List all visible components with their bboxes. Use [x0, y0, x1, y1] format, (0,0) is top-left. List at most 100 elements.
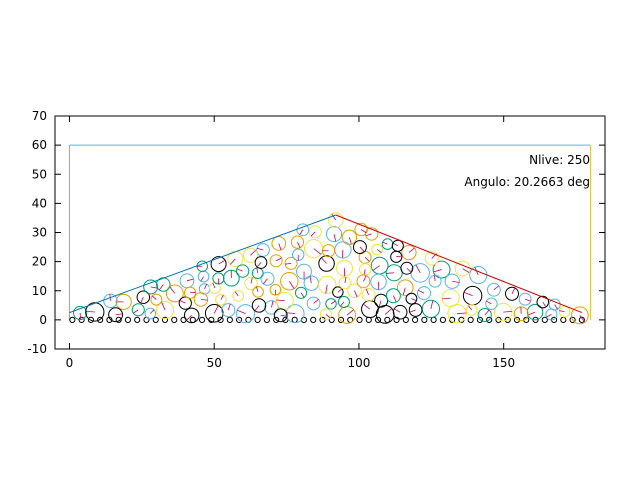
particle-orientation [392, 242, 398, 247]
particle-orientation [392, 295, 397, 303]
base-particle [263, 316, 270, 323]
particle-orientation [150, 286, 158, 289]
particle [193, 292, 209, 307]
particle [371, 243, 383, 256]
particle-orientation [386, 272, 395, 274]
particle-orientation [278, 243, 282, 251]
particle [103, 293, 118, 309]
particle [391, 239, 404, 252]
particle-orientation [372, 265, 380, 271]
particle-orientation [254, 305, 260, 312]
x-tick-label: 100 [347, 356, 370, 370]
particle-orientation [263, 278, 268, 285]
particle-orientation [394, 308, 401, 313]
particle [204, 303, 224, 323]
angle-annotation: Angulo: 20.2663 deg [464, 175, 590, 189]
base-particle [374, 316, 382, 323]
particle-orientation [289, 281, 295, 289]
base-particle [236, 316, 243, 323]
particle [353, 240, 367, 255]
particle [401, 244, 417, 261]
base-particle [578, 316, 585, 323]
particle-orientation [462, 268, 470, 273]
particle [385, 288, 401, 304]
base-particle [421, 316, 428, 323]
particle-orientation [250, 277, 253, 284]
particle [385, 264, 403, 282]
particle [432, 260, 451, 279]
base-particle [439, 316, 446, 323]
particle [275, 291, 294, 310]
base-particle [161, 316, 169, 323]
particle-orientation [151, 295, 157, 300]
y-tick-label: -10 [27, 342, 47, 356]
particle-orientation [200, 276, 204, 282]
particle-orientation [384, 308, 393, 315]
fit-line-left-slope [69, 214, 336, 314]
particle [558, 305, 571, 318]
particle-orientation [310, 231, 316, 237]
particle [254, 256, 268, 269]
particle [318, 275, 337, 295]
base-particle [356, 316, 363, 323]
particle-orientation [133, 309, 139, 314]
particle [338, 276, 352, 290]
particle-orientation [150, 309, 155, 314]
base-particle [226, 316, 233, 323]
y-tick-label: 40 [32, 196, 47, 210]
particle [447, 304, 467, 324]
nlive-annotation: Nlive: 250 [529, 153, 590, 167]
y-tick-label: 10 [32, 284, 47, 298]
particle-orientation [220, 294, 224, 300]
base-particle [560, 316, 567, 323]
particle-orientation [511, 287, 516, 294]
particle [536, 295, 550, 309]
base-particle [115, 316, 122, 323]
particle-orientation [527, 311, 536, 316]
particle-orientation [546, 314, 552, 318]
particle-orientation [408, 247, 415, 253]
particle-orientation [200, 299, 208, 301]
particle [232, 290, 245, 302]
base-particle [365, 316, 372, 323]
particle [518, 292, 532, 306]
particle-orientation [484, 309, 490, 316]
particle [260, 271, 275, 286]
base-particle [467, 316, 474, 323]
particle [73, 305, 88, 321]
particle-orientation [418, 289, 425, 294]
particle [150, 293, 163, 306]
particle-orientation [229, 258, 236, 265]
particle-orientation [433, 269, 442, 273]
fit-line-right-slope [335, 214, 583, 314]
base-particle [393, 316, 400, 323]
particle [327, 212, 344, 229]
particle-orientation [486, 300, 492, 305]
particle [392, 304, 408, 320]
base-particle [152, 316, 159, 323]
particle-orientation [275, 257, 282, 262]
y-tick-label: 50 [32, 167, 47, 181]
particle-orientation [237, 309, 246, 314]
particle-orientation [300, 292, 305, 298]
base-particle [134, 316, 141, 323]
base-particle [217, 316, 224, 323]
particle-orientation [396, 255, 402, 258]
particle-orientation [503, 310, 512, 313]
axis-ticks: 0 50 100 150 -10 0 10 20 30 40 50 60 70 [27, 109, 605, 370]
particle [251, 298, 267, 313]
particle [143, 279, 159, 295]
particle-orientation [186, 278, 194, 282]
y-tick-label: 0 [39, 313, 47, 327]
particle [144, 307, 157, 320]
base-particle [273, 316, 280, 323]
particle-orientation [285, 262, 292, 265]
particle [273, 308, 288, 323]
particle [235, 264, 250, 278]
x-tick-label: 150 [492, 356, 515, 370]
fit-lines [69, 214, 583, 314]
particle-orientation [406, 267, 412, 273]
base-particle [310, 316, 317, 323]
particle [178, 296, 192, 310]
base-particle [449, 316, 456, 323]
